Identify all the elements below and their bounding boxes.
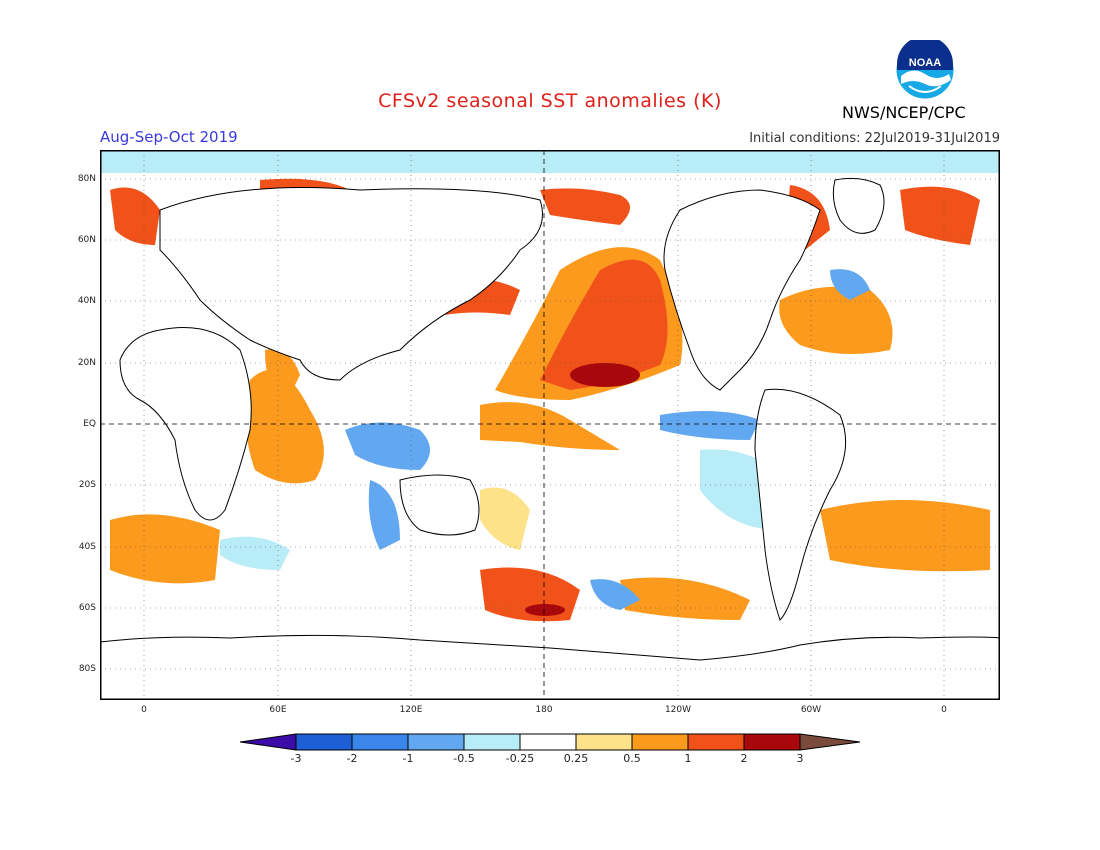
colorbar-swatch-8 [688,734,744,750]
north-atlantic-warm [779,286,893,354]
colorbar-arrow-low [240,734,296,750]
warm-core-np [570,363,640,387]
colorbar-label: -3 [290,752,302,765]
antarctica [100,634,1000,700]
lon-label-60w: 60W [800,705,822,715]
colorbar-label: 0.5 [623,752,641,765]
central-pacific-warm [480,402,620,450]
forecast-period: Aug-Sep-Oct 2019 [100,128,238,146]
colorbar-label: -1 [402,752,414,765]
norwegian-warm [900,186,980,245]
initial-conditions: Initial conditions: 22Jul2019-31Jul2019 [749,131,1000,146]
warm-core-so [525,604,565,616]
lat-label-20n: 20N [77,358,96,368]
arctic-band [101,151,999,173]
lon-label-120e: 120E [399,705,423,715]
colorbar-arrow-high [800,734,860,750]
colorbar-swatch-2 [352,734,408,750]
gridlines [100,150,1000,700]
reference-lines [100,150,1000,700]
nw-atlantic-cool [830,269,870,300]
colorbar-label: -0.25 [505,752,535,765]
colorbar-swatch-1 [296,734,352,750]
south-atlantic-warm [820,500,990,572]
lon-label-60e: 60E [269,705,287,715]
noaa-logo: NOAA [895,40,955,100]
lat-label-eq: EQ [83,419,96,429]
lat-label-60s: 60S [78,603,96,613]
colorbar [240,733,860,751]
southern-ocean-cool [590,579,640,610]
indian-ocean-warm [246,370,324,484]
lat-label-20s: 20S [78,480,96,490]
australia [399,474,480,536]
eurasia [159,187,543,381]
map-frame [100,150,1000,700]
colorbar-swatch-9 [744,734,800,750]
east-pacific-cool [660,411,760,440]
maritime-continent-cool [345,422,430,470]
lat-label-80n: 80N [77,174,96,184]
colorbar-swatch-6 [576,734,632,750]
lat-label-60n: 60N [77,235,96,245]
west-australia-cool [368,480,400,550]
lon-label-0-east: 0 [941,705,947,715]
greenland [832,177,885,234]
south-america [754,388,847,621]
southern-indian-warm [110,514,220,584]
colorbar-label: -0.5 [453,752,475,765]
south-indian-cool [220,536,290,570]
lat-label-40s: 40S [78,542,96,552]
agency-label: NWS/NCEP/CPC [842,103,966,122]
colorbar-label: 1 [684,752,692,765]
bering-warm [540,188,630,225]
ne-pacific-warm-core [540,259,668,390]
tasman-warm [480,487,530,550]
nw-atlantic-warm [110,187,160,245]
arabian-sea-warm [265,349,300,405]
colorbar-label: -2 [346,752,358,765]
south-pacific-east-warm [620,577,750,620]
colorbar-swatch-3 [408,734,464,750]
north-america [663,189,821,391]
map-title: CFSv2 seasonal SST anomalies (K) [378,90,722,112]
lon-label-120w: 120W [664,705,692,715]
arctic-cool-anomaly [101,151,999,173]
colorbar-label: 2 [740,752,748,765]
sst-anomaly-map [100,150,1000,700]
lat-label-80s: 80S [78,664,96,674]
colorbar-swatch-4 [464,734,520,750]
lat-label-40n: 40N [77,296,96,306]
noaa-logo-text: NOAA [909,57,941,69]
colorbar-label: 3 [796,752,804,765]
colorbar-label: 0.25 [563,752,589,765]
colorbar-swatch-7 [632,734,688,750]
lon-label-0: 0 [141,705,147,715]
colorbar-swatch-5 [520,734,576,750]
lon-label-180: 180 [535,705,553,715]
